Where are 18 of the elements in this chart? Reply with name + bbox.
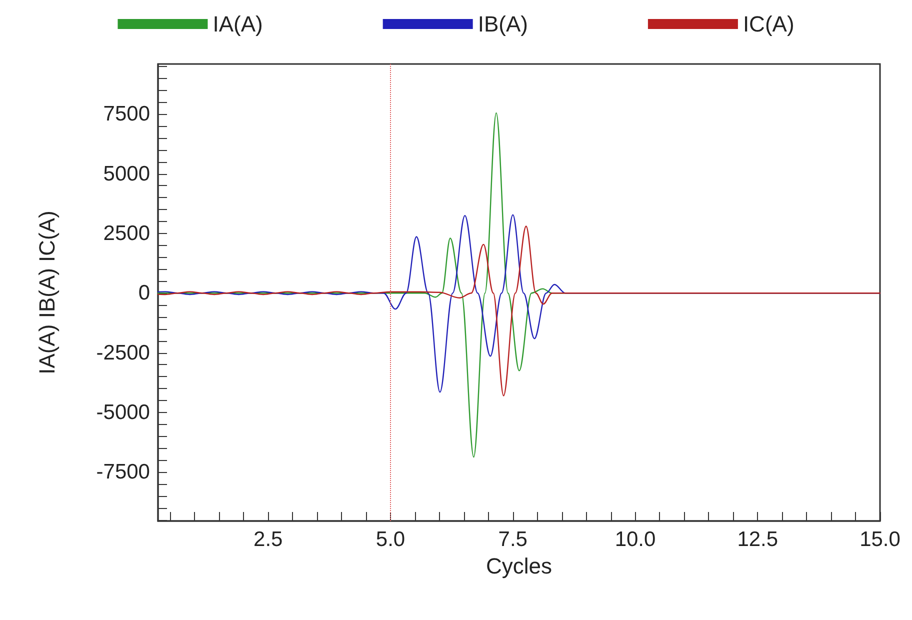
y-tick-label: 7500 [103, 102, 150, 126]
y-tick-label: 5000 [103, 162, 150, 186]
legend-label: IC(A) [742, 12, 794, 36]
x-axis-title: Cycles [486, 554, 552, 578]
y-tick-label: 0 [138, 282, 150, 305]
legend-label: IA(A) [212, 12, 263, 36]
x-tick-label: 12.5 [737, 528, 778, 551]
x-tick-label: 5.0 [376, 528, 406, 551]
x-tick-label: 10.0 [614, 528, 656, 551]
y-tick-label: 2500 [103, 222, 150, 245]
x-tick-label: 15.0 [860, 528, 900, 551]
y-axis-title: IA(A) IB(A) IC(A) [34, 210, 60, 374]
y-tick-label: -7500 [96, 460, 150, 484]
x-tick-label: 2.5 [254, 528, 283, 551]
y-tick-label: -2500 [96, 341, 150, 364]
legend-label: IB(A) [478, 12, 528, 36]
x-tick-label: 7.5 [498, 528, 528, 551]
y-tick-label: -5000 [96, 400, 150, 424]
